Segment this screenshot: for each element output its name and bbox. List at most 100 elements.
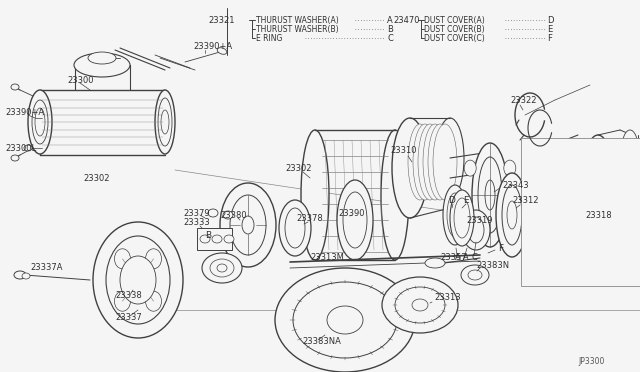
- Ellipse shape: [120, 256, 156, 304]
- Text: 23390: 23390: [338, 208, 365, 218]
- Text: B: B: [205, 231, 211, 240]
- Ellipse shape: [468, 270, 482, 280]
- Ellipse shape: [443, 185, 467, 245]
- Text: F: F: [498, 244, 503, 253]
- Text: DUST COVER(B): DUST COVER(B): [424, 25, 484, 33]
- Ellipse shape: [478, 157, 502, 233]
- Text: B: B: [387, 25, 393, 33]
- Text: A: A: [387, 16, 393, 25]
- Ellipse shape: [413, 124, 437, 200]
- Text: 23470: 23470: [393, 16, 419, 25]
- Text: 23302: 23302: [83, 173, 109, 183]
- Text: 23390+A: 23390+A: [193, 42, 232, 51]
- Text: 23337: 23337: [115, 314, 141, 323]
- Ellipse shape: [622, 130, 638, 166]
- Ellipse shape: [230, 195, 266, 255]
- Text: THURUST WASHER(A): THURUST WASHER(A): [256, 16, 339, 25]
- Ellipse shape: [433, 124, 457, 200]
- Ellipse shape: [485, 180, 495, 210]
- Text: 23322: 23322: [510, 96, 536, 105]
- Text: A: A: [463, 253, 468, 263]
- Ellipse shape: [158, 98, 172, 146]
- Text: 23313: 23313: [434, 294, 461, 302]
- Ellipse shape: [468, 217, 484, 243]
- Ellipse shape: [88, 52, 116, 64]
- Ellipse shape: [35, 108, 45, 136]
- Ellipse shape: [93, 222, 183, 338]
- Ellipse shape: [106, 236, 170, 324]
- Ellipse shape: [301, 130, 329, 260]
- Text: F: F: [547, 33, 552, 42]
- Ellipse shape: [217, 48, 227, 54]
- Text: E RING: E RING: [256, 33, 282, 42]
- Bar: [521, 138, 640, 286]
- Text: 23313M: 23313M: [310, 253, 344, 263]
- Ellipse shape: [285, 208, 305, 248]
- Ellipse shape: [535, 162, 555, 258]
- Ellipse shape: [531, 148, 559, 272]
- Text: 23312: 23312: [512, 196, 538, 205]
- Text: 23357: 23357: [440, 253, 467, 263]
- Ellipse shape: [462, 210, 490, 250]
- Text: 23318: 23318: [585, 211, 612, 219]
- Ellipse shape: [337, 180, 373, 260]
- Ellipse shape: [436, 118, 464, 198]
- Ellipse shape: [115, 249, 131, 269]
- Text: 23383NA: 23383NA: [302, 337, 341, 346]
- Ellipse shape: [220, 183, 276, 267]
- Ellipse shape: [161, 110, 169, 134]
- Ellipse shape: [217, 264, 227, 272]
- Ellipse shape: [242, 216, 254, 234]
- Ellipse shape: [472, 143, 508, 247]
- Ellipse shape: [496, 173, 528, 257]
- Text: JP3300: JP3300: [578, 357, 604, 366]
- Ellipse shape: [502, 185, 522, 245]
- Text: A: A: [455, 253, 461, 263]
- Text: C: C: [387, 33, 393, 42]
- Text: THURUST WASHER(B): THURUST WASHER(B): [256, 25, 339, 33]
- Text: 23337A: 23337A: [30, 263, 63, 273]
- Ellipse shape: [428, 124, 452, 200]
- Ellipse shape: [11, 84, 19, 90]
- Ellipse shape: [22, 273, 30, 279]
- Ellipse shape: [11, 155, 19, 161]
- Ellipse shape: [461, 265, 489, 285]
- Ellipse shape: [539, 185, 551, 235]
- Text: 23338: 23338: [115, 291, 141, 299]
- Text: 23379: 23379: [183, 208, 210, 218]
- Ellipse shape: [327, 306, 363, 334]
- Ellipse shape: [578, 135, 618, 285]
- Text: 23302: 23302: [285, 164, 312, 173]
- Ellipse shape: [454, 198, 470, 238]
- Text: 23343: 23343: [502, 180, 529, 189]
- Text: 23319: 23319: [466, 215, 493, 224]
- Ellipse shape: [128, 267, 148, 293]
- Ellipse shape: [212, 235, 222, 243]
- Ellipse shape: [145, 249, 161, 269]
- Ellipse shape: [447, 193, 463, 237]
- Ellipse shape: [24, 145, 32, 151]
- Ellipse shape: [115, 291, 131, 311]
- Text: D: D: [547, 16, 554, 25]
- Ellipse shape: [200, 235, 210, 243]
- Ellipse shape: [464, 214, 476, 230]
- Text: 23300L: 23300L: [5, 144, 36, 153]
- Ellipse shape: [14, 271, 26, 279]
- Ellipse shape: [392, 118, 428, 218]
- Ellipse shape: [408, 124, 432, 200]
- Text: 23390+A: 23390+A: [5, 108, 44, 116]
- Text: 23378: 23378: [296, 214, 323, 222]
- Text: 23310: 23310: [390, 145, 417, 154]
- Ellipse shape: [395, 287, 445, 323]
- Text: C: C: [472, 253, 478, 263]
- Ellipse shape: [425, 258, 445, 268]
- Ellipse shape: [450, 190, 474, 246]
- Ellipse shape: [224, 235, 234, 243]
- Ellipse shape: [275, 268, 415, 372]
- Text: 23380: 23380: [220, 211, 246, 219]
- Text: E: E: [463, 196, 468, 205]
- Ellipse shape: [381, 130, 409, 260]
- Ellipse shape: [74, 53, 130, 77]
- Ellipse shape: [293, 282, 397, 358]
- Ellipse shape: [32, 100, 48, 144]
